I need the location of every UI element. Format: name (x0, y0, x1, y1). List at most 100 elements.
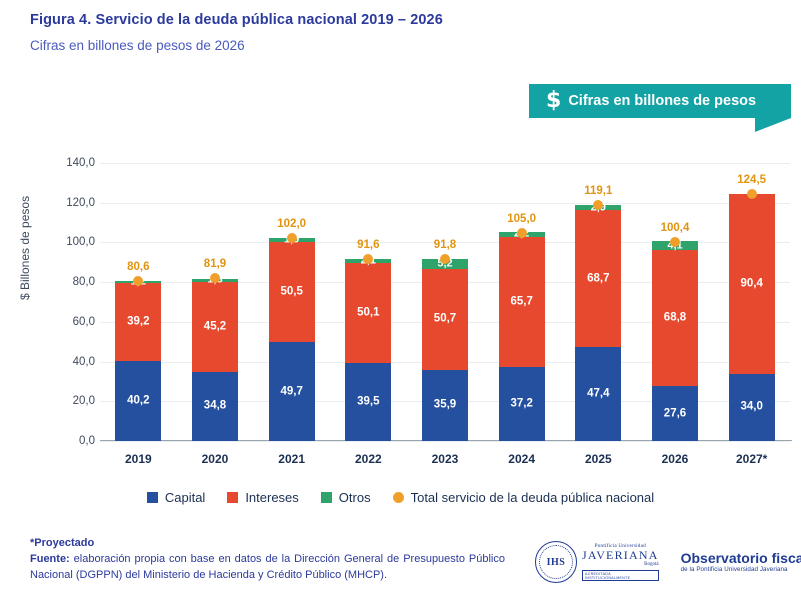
bar-segment-value: 37,2 (510, 397, 533, 410)
bar-group[interactable]: 35,950,75,291,8 (422, 163, 468, 441)
legend-item[interactable]: Total servicio de la deuda pública nacio… (392, 490, 655, 505)
bar-segment-intereses[interactable]: 50,1 (345, 263, 392, 363)
bar-segment-value: 47,4 (587, 387, 610, 400)
bar-segment-capital[interactable]: 27,6 (652, 386, 698, 441)
observatorio-logo: Observatorio fiscal de la Pontificia Uni… (681, 551, 801, 573)
bar-group[interactable]: 39,550,12,191,6 (345, 163, 392, 441)
javeriana-wordmark: Pontificia Universidad JAVERIANA Bogotá … (582, 542, 659, 582)
observatorio-main-text: Observatorio fiscal (680, 550, 801, 567)
gridline (100, 202, 790, 204)
badge-content: $ Cifras en billones de pesos (529, 84, 791, 118)
total-marker-dot[interactable] (363, 254, 374, 265)
x-axis-tick-label: 2019 (124, 452, 152, 466)
bar-segment-intereses[interactable]: 90,4 (728, 194, 775, 374)
badge-tail (755, 118, 791, 132)
x-axis-tick-label: 2023 (431, 452, 459, 466)
page-title: Figura 4. Servicio de la deuda pública n… (30, 12, 443, 28)
y-axis-tick-label: 60,0 (72, 315, 95, 328)
bar-group[interactable]: 47,468,72,9119,1 (575, 163, 622, 441)
total-marker-dot[interactable] (593, 199, 604, 210)
bar-segment-value: 50,7 (433, 312, 457, 325)
units-badge: $ Cifras en billones de pesos (529, 84, 791, 132)
bar-segment-capital[interactable]: 39,5 (345, 362, 392, 441)
total-marker-value: 119,1 (584, 184, 613, 197)
bar-segment-intereses[interactable]: 68,8 (652, 249, 698, 387)
x-axis-tick-label: 2027* (735, 452, 768, 466)
legend-square-icon (227, 492, 239, 503)
chart-legend: Capital Intereses Otros Total servicio de l… (0, 490, 801, 505)
bar-segment-capital[interactable]: 34,8 (192, 371, 238, 441)
y-axis-tick-label: 100,0 (66, 236, 95, 249)
x-axis-tick-label: 2021 (278, 452, 305, 466)
bar-group[interactable]: 27,668,84,1100,4 (652, 163, 698, 441)
bar-segment-value: 27,6 (663, 406, 687, 419)
total-marker-dot[interactable] (670, 236, 680, 247)
total-marker-value: 102,0 (277, 218, 307, 231)
total-marker-value: 105,0 (507, 212, 537, 225)
y-axis-tick-label: 120,0 (66, 196, 95, 209)
bar-segment-intereses[interactable]: 50,5 (268, 242, 315, 343)
total-marker-value: 100,4 (660, 221, 690, 234)
bar-segment-value: 45,2 (203, 320, 227, 333)
bar-segment-intereses[interactable]: 50,7 (422, 269, 468, 370)
legend-label: Total servicio de la deuda pública nacio… (410, 490, 655, 505)
total-marker-value: 80,6 (127, 260, 150, 273)
javeriana-main-text: JAVERIANA (582, 547, 659, 562)
javeriana-city-text: Bogotá (644, 562, 659, 568)
legend-label: Capital (164, 490, 206, 505)
bar-segment-value: 35,9 (433, 398, 457, 411)
footer-notes: *Proyectado Fuente: elaboración propia c… (30, 536, 505, 584)
bar-group[interactable]: 34,0 90,4 124,5 (728, 163, 775, 441)
bar-segment-capital[interactable]: 47,4 (575, 346, 622, 441)
badge-label: Cifras en billones de pesos (568, 93, 757, 109)
legend-label: Intereses (245, 490, 299, 505)
bar-segment-value: 68,8 (663, 311, 687, 324)
bar-segment-capital[interactable]: 37,2 (498, 367, 545, 441)
gridline (100, 163, 790, 164)
legend-item[interactable]: Intereses (227, 490, 299, 505)
total-marker-dot[interactable] (210, 273, 220, 284)
legend-item[interactable]: Otros (320, 490, 371, 505)
legend-square-icon (320, 492, 332, 503)
bar-segment-intereses[interactable]: 65,7 (498, 236, 545, 368)
bar-segment-intereses[interactable]: 68,7 (575, 210, 622, 347)
bar-segment-capital[interactable]: 49,7 (268, 342, 315, 441)
total-marker-value: 124,5 (737, 173, 767, 186)
total-marker-dot[interactable] (440, 253, 450, 264)
total-marker-value: 81,9 (203, 258, 227, 271)
seal-ihs-text: IHS (546, 556, 566, 568)
bar-segment-capital[interactable]: 35,9 (422, 369, 468, 441)
bar-group[interactable]: 37,265,72,2105,0 (498, 163, 545, 441)
plot-area: 40,239,21,280,634,845,21,881,949,750,51,… (100, 163, 792, 442)
javeriana-accreditation-text: ACREDITADA INSTITUCIONALMENTE (582, 570, 659, 582)
bar-segment-capital[interactable]: 40,2 (115, 361, 162, 441)
bar-group[interactable]: 49,750,51,9102,0 (268, 163, 315, 441)
x-axis-tick-label: 2020 (201, 452, 229, 466)
bar-segment-value: 34,8 (203, 399, 227, 412)
bar-segment-value: 68,7 (587, 271, 610, 284)
bar-segment-intereses[interactable]: 39,2 (115, 283, 162, 362)
gridline (100, 242, 790, 244)
x-axis-tick-label: 2025 (584, 452, 612, 466)
total-marker-dot[interactable] (286, 233, 297, 244)
footnote-projected: *Proyectado (30, 537, 95, 549)
bar-segment-value: 40,2 (127, 394, 150, 407)
bar-segment-value: 50,5 (280, 285, 303, 298)
legend-circle-icon (392, 492, 404, 503)
bar-group[interactable]: 40,239,21,280,6 (115, 163, 162, 441)
total-marker-dot[interactable] (746, 188, 757, 199)
gridline (100, 441, 790, 442)
total-marker-dot[interactable] (516, 227, 527, 238)
javeriana-top-text: Pontificia Universidad (594, 542, 646, 549)
bar-segment-intereses[interactable]: 45,2 (192, 282, 238, 372)
bar-group[interactable]: 34,845,21,881,9 (192, 163, 238, 441)
legend-item[interactable]: Capital (146, 490, 206, 505)
total-marker-dot[interactable] (133, 275, 144, 286)
bar-segment-capital[interactable]: 34,0 (728, 373, 775, 441)
legend-label: Otros (338, 490, 371, 505)
observatorio-sub-text: de la Pontificia Universidad Javeriana (680, 565, 788, 573)
bar-segment-value: 90,4 (740, 277, 763, 289)
legend-square-icon (146, 492, 158, 503)
badge-body (529, 84, 791, 118)
javeriana-seal-icon: IHS (535, 541, 577, 583)
